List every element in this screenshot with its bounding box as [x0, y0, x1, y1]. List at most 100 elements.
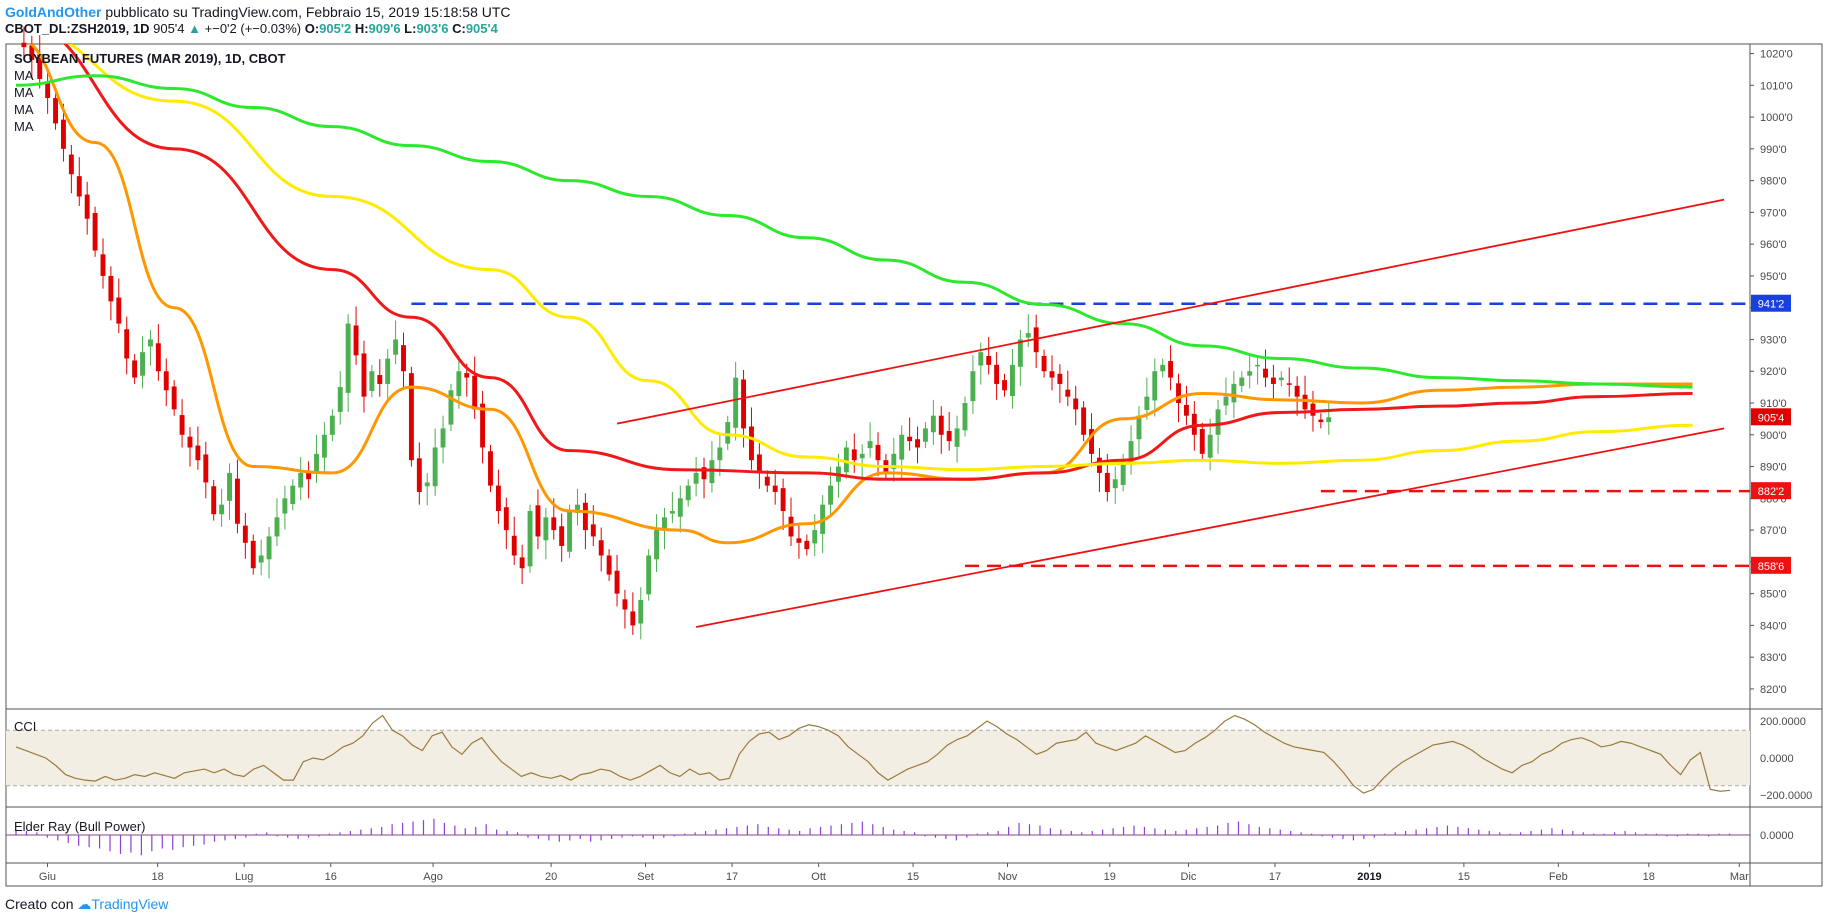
- footer-brand-link[interactable]: TradingView: [91, 896, 169, 912]
- candle-body: [242, 525, 248, 543]
- moving-average-line-2: [62, 44, 1693, 481]
- candle-body: [922, 428, 928, 442]
- candle-body: [1009, 364, 1015, 397]
- candle-body: [875, 444, 881, 461]
- candle-body: [203, 454, 209, 483]
- candle-body: [488, 451, 493, 486]
- price-label-box: [1751, 294, 1791, 312]
- candle-body: [171, 386, 177, 410]
- footer: Creato con ☁TradingView: [5, 896, 168, 913]
- candle-body: [124, 329, 130, 359]
- candle-body: [772, 485, 778, 492]
- x-tick-label: 18: [1643, 871, 1655, 883]
- candle-body: [448, 390, 454, 425]
- candle-body: [1286, 383, 1292, 385]
- author-link[interactable]: GoldAndOther: [5, 4, 102, 20]
- candle-body: [503, 507, 509, 531]
- footer-prefix: Creato con: [5, 896, 74, 912]
- elder-ray-pane: 0.0000: [6, 818, 1794, 856]
- candle-body: [567, 511, 573, 552]
- x-tick-label: Set: [637, 871, 654, 883]
- candle-body: [456, 371, 462, 397]
- candle-body: [1089, 429, 1094, 454]
- candle-body: [1278, 377, 1284, 381]
- candle-body: [519, 557, 525, 569]
- candle-body: [116, 297, 122, 324]
- candle-body: [1081, 407, 1087, 435]
- y-tick-label: 1000'0: [1760, 112, 1793, 124]
- last-price: 905'4: [153, 21, 185, 36]
- candle-body: [1120, 460, 1126, 485]
- horizontal-levels: [411, 302, 1750, 568]
- candle-body: [867, 441, 873, 449]
- candle-body: [1049, 371, 1055, 378]
- candle-body: [543, 517, 549, 541]
- legend-ma-3: MA: [14, 102, 34, 117]
- up-arrow-icon: ▲: [188, 21, 202, 36]
- price-label: 941'2: [1758, 299, 1785, 311]
- y-tick-label: 890'0: [1760, 462, 1787, 474]
- candle-body: [401, 345, 406, 372]
- candle-body: [21, 42, 27, 48]
- candle-body: [1183, 404, 1189, 416]
- candle-body: [930, 415, 936, 433]
- x-tick-label: Nov: [998, 871, 1018, 883]
- candle-body: [147, 339, 153, 347]
- candle-body: [282, 498, 288, 514]
- tradingview-logo-icon: ☁: [77, 896, 92, 912]
- candle-body: [306, 470, 312, 480]
- candle-body: [1168, 361, 1174, 378]
- trendline: [616, 198, 1725, 425]
- candle-body: [1176, 383, 1181, 404]
- candle-body: [915, 439, 920, 448]
- y-tick-label: 850'0: [1760, 589, 1787, 601]
- candle-body: [662, 517, 667, 531]
- candle-body: [1302, 394, 1308, 410]
- candle-body: [654, 530, 660, 560]
- candle-body: [68, 154, 74, 175]
- candle-body: [796, 538, 802, 543]
- price-label-box: [1751, 482, 1791, 500]
- legend-ma-2: MA: [14, 85, 34, 100]
- candle-body: [511, 535, 517, 556]
- candle-body: [1215, 409, 1221, 435]
- trendline: [695, 427, 1725, 628]
- open-label: O:: [304, 21, 320, 36]
- y-tick-label: 910'0: [1760, 398, 1787, 410]
- cci-line: [15, 714, 1731, 794]
- candle-body: [1152, 371, 1158, 401]
- y-tick-label: 970'0: [1760, 207, 1787, 219]
- candle-body: [1002, 380, 1007, 391]
- y-tick-label: 830'0: [1760, 652, 1787, 664]
- candle-body: [535, 505, 541, 537]
- x-tick-label: Mar: [1730, 871, 1749, 883]
- candle-body: [1318, 419, 1324, 423]
- candle-body: [361, 353, 367, 397]
- y-tick-label: 960'0: [1760, 239, 1787, 251]
- y-tick-label: 1010'0: [1760, 80, 1793, 92]
- cci-tick-label: 0.0000: [1760, 753, 1794, 765]
- candle-body: [812, 530, 818, 544]
- candle-body: [92, 213, 98, 251]
- publish-header: GoldAndOther pubblicato su TradingView.c…: [5, 4, 511, 20]
- y-tick-label: 870'0: [1760, 525, 1787, 537]
- candle-body: [638, 599, 644, 624]
- candle-body: [1294, 385, 1300, 397]
- price-label-box: [1751, 556, 1791, 574]
- candle-body: [986, 355, 992, 365]
- trendlines: [616, 198, 1725, 628]
- candle-body: [559, 526, 565, 546]
- x-tick-label: 19: [1104, 871, 1116, 883]
- candle-body: [1239, 377, 1245, 386]
- candle-body: [1270, 377, 1276, 384]
- candle-body: [1223, 396, 1229, 406]
- candle-body: [741, 379, 747, 429]
- cci-tick-label: 200.0000: [1760, 716, 1806, 728]
- cci-tick-label: −200.0000: [1760, 790, 1812, 802]
- candle-body: [978, 352, 984, 366]
- moving-average-line-4: [15, 74, 1693, 389]
- cci-band: [6, 730, 1750, 786]
- candle-body: [994, 364, 1000, 384]
- candle-body: [709, 460, 715, 484]
